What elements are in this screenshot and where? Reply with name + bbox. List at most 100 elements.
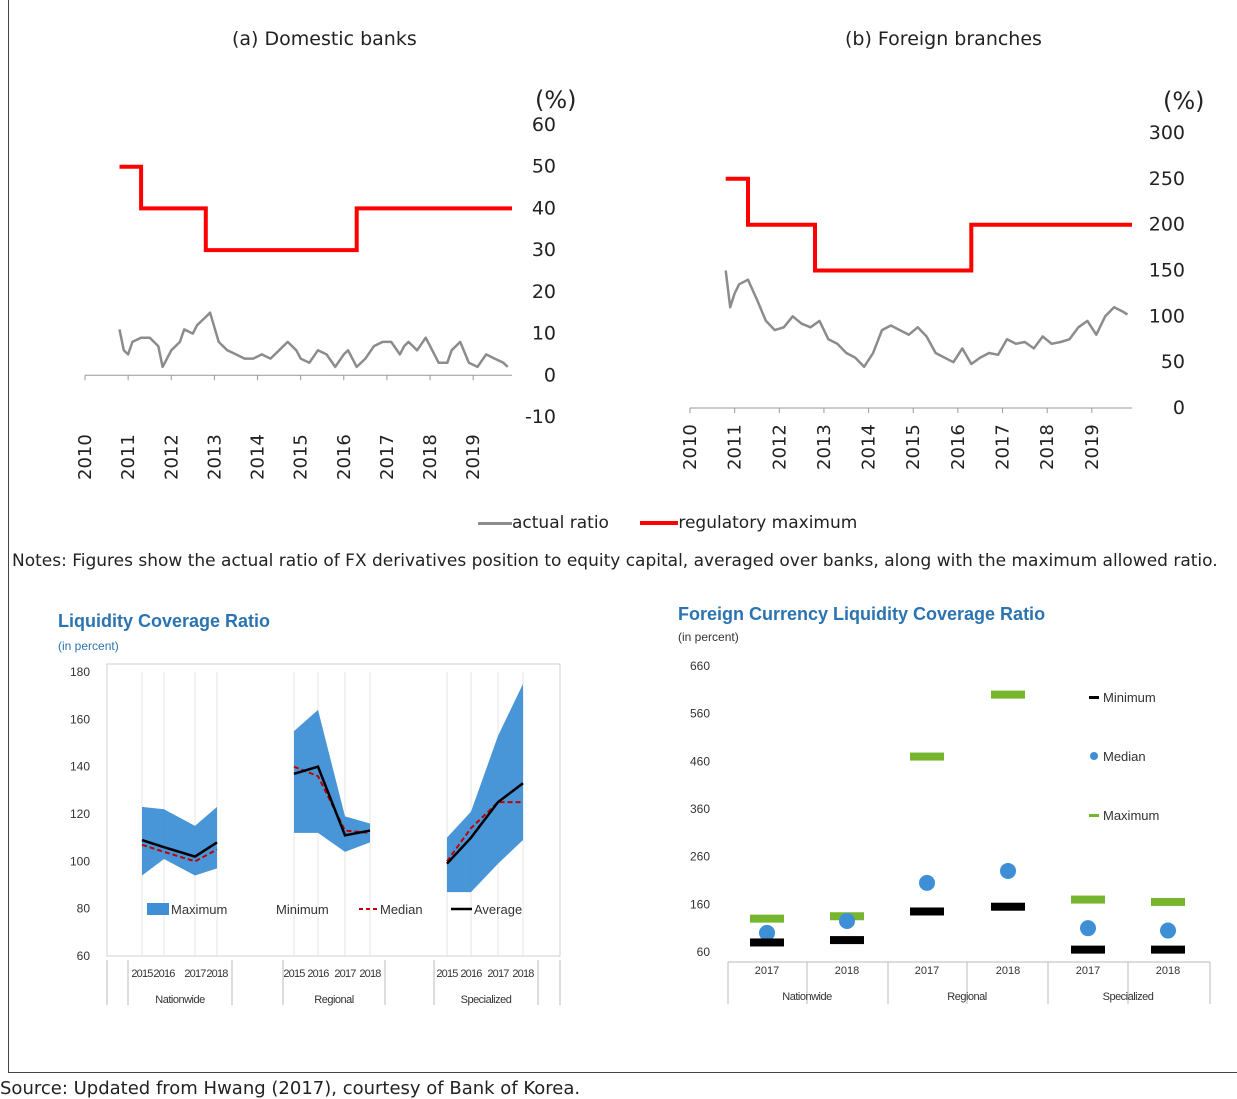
fclcr-year-label: 2018: [835, 965, 859, 977]
y-tick-label: -10: [525, 406, 556, 428]
y-tick-label: 20: [532, 281, 556, 303]
lcr-year-label: 2015: [283, 968, 305, 980]
lcr-year-label: 2018: [359, 968, 381, 980]
x-tick-label: 2019: [1082, 424, 1103, 470]
fclcr-year-label: 2017: [915, 965, 939, 977]
lcr-median-nationwide: [141, 843, 218, 863]
y-tick-label: 300: [1149, 122, 1185, 144]
x-tick-label: 2014: [859, 424, 880, 470]
lcr-y-tick-label: 160: [70, 712, 90, 726]
fclcr-y-tick-label: 260: [690, 850, 710, 864]
fclcr-group-label: Regional: [947, 991, 986, 1003]
y-tick-label: 200: [1149, 214, 1185, 236]
lcr-chart: Liquidity Coverage Ratio (in percent) 180 1…: [58, 611, 561, 1006]
fclcr-legend-maximum-swatch: [1089, 814, 1099, 817]
fclcr-year-label: 2017: [1076, 965, 1100, 977]
x-tick-label: 2012: [161, 434, 182, 480]
fclcr-group-label: Nationwide: [782, 991, 832, 1003]
x-tick-label: 2015: [291, 434, 312, 480]
top-legend: actual ratio regulatory maximum: [478, 513, 857, 533]
fclcr-legend-median-swatch: [1090, 752, 1098, 760]
actual-ratio-line: [118, 311, 509, 369]
x-tick-label: 2018: [1037, 424, 1058, 470]
lcr-legend-maximum-swatch: [147, 903, 169, 915]
x-tick-label: 2013: [204, 434, 225, 480]
figure-frame: [8, 0, 1237, 1073]
fclcr-year-label: 2017: [755, 965, 779, 977]
lcr-band-nationwide: [142, 806, 217, 876]
lcr-y-tick-label: 60: [77, 949, 91, 963]
fclcr-maximum-mark: [910, 752, 944, 761]
lcr-legend-maximum: Maximum: [171, 902, 227, 917]
lcr-year-label: 2017: [334, 968, 356, 980]
lcr-group-label: Nationwide: [155, 994, 205, 1006]
fclcr-minimum-mark: [750, 938, 784, 947]
lcr-year-label: 2018: [206, 968, 228, 980]
foreign-branches-chart: 2010 2011 2012 2013 2014 2015 2016 2017 2018 2019…: [680, 122, 1185, 470]
fclcr-maximum-mark: [1151, 897, 1185, 906]
fclcr-maximum-mark: [1071, 895, 1105, 904]
fclcr-median-point: [1080, 920, 1096, 937]
x-tick-label: 2010: [75, 434, 96, 480]
fclcr-minimum-mark: [910, 907, 944, 916]
lcr-y-tick-label: 120: [70, 807, 90, 821]
fclcr-year-label: 2018: [1156, 965, 1180, 977]
fclcr-legend-median: Median: [1103, 749, 1146, 764]
lcr-y-tick-label: 80: [77, 902, 91, 916]
fclcr-y-tick-label: 60: [697, 945, 711, 959]
lcr-title: Liquidity Coverage Ratio: [58, 611, 270, 631]
fclcr-median-point: [759, 924, 775, 941]
lcr-legend-median: Median: [380, 902, 423, 917]
x-tick-label: 2019: [463, 434, 484, 480]
notes-text: Notes: Figures show the actual ratio of …: [12, 551, 1218, 571]
y-tick-label: 30: [532, 239, 556, 261]
fclcr-legend-minimum-swatch: [1089, 696, 1099, 699]
source-text: Source: Updated from Hwang (2017), court…: [0, 1078, 581, 1099]
lcr-legend-minimum: Minimum: [276, 902, 329, 917]
lcr-year-label: 2017: [184, 968, 206, 980]
y-tick-label: 40: [532, 197, 556, 219]
legend-actual-ratio: actual ratio: [512, 513, 609, 533]
panel-b-title: (b) Foreign branches: [845, 28, 1042, 50]
fclcr-title: Foreign Currency Liquidity Coverage Rati…: [678, 604, 1045, 624]
fclcr-minimum-mark: [991, 902, 1025, 911]
lcr-y-tick-label: 100: [70, 854, 90, 868]
fclcr-legend-maximum: Maximum: [1103, 808, 1159, 823]
x-tick-label: 2015: [903, 424, 924, 470]
fclcr-minimum-mark: [830, 936, 864, 945]
lcr-group-label: Regional: [314, 994, 353, 1006]
lcr-average-regional: [293, 765, 371, 837]
lcr-year-label: 2015: [131, 968, 153, 980]
y-tick-label: 50: [532, 156, 556, 178]
y-tick-label: 60: [532, 114, 556, 136]
lcr-plot-frame: [106, 663, 561, 957]
fclcr-y-tick-label: 560: [690, 707, 710, 721]
lcr-y-tick-label: 180: [70, 665, 90, 679]
lcr-group-label: Specialized: [461, 994, 512, 1006]
fclcr-minimum-mark: [1071, 945, 1105, 954]
fclcr-minimum-mark: [1151, 945, 1185, 954]
x-tick-label: 2017: [377, 434, 398, 480]
fclcr-y-tick-label: 460: [690, 754, 710, 768]
x-tick-label: 2016: [334, 434, 355, 480]
y-tick-label: 250: [1149, 168, 1185, 190]
lcr-year-label: 2016: [153, 968, 175, 980]
regulatory-maximum-line: [725, 176, 1132, 273]
domestic-banks-chart: 2010 2011 2012 2013 2014 2015 2016 2017 2018 2019…: [75, 114, 556, 480]
x-tick-label: 2010: [680, 424, 701, 470]
fclcr-maximum-mark: [991, 690, 1025, 699]
fclcr-median-point: [1000, 862, 1016, 879]
x-tick-label: 2014: [248, 434, 269, 480]
x-tick-label: 2011: [118, 434, 139, 480]
actual-ratio-swatch: [478, 521, 512, 525]
lcr-legend-average: Average: [474, 902, 522, 917]
fclcr-maximum-mark: [750, 914, 784, 923]
lcr-year-label: 2017: [487, 968, 509, 980]
lcr-average-nationwide: [141, 838, 218, 858]
fclcr-subtitle: (in percent): [678, 630, 739, 644]
actual-ratio-line: [724, 270, 1129, 369]
fclcr-median-point: [1160, 922, 1176, 939]
x-tick-label: 2013: [814, 424, 835, 470]
regulatory-maximum-line: [119, 164, 512, 253]
lcr-year-label: 2016: [460, 968, 482, 980]
